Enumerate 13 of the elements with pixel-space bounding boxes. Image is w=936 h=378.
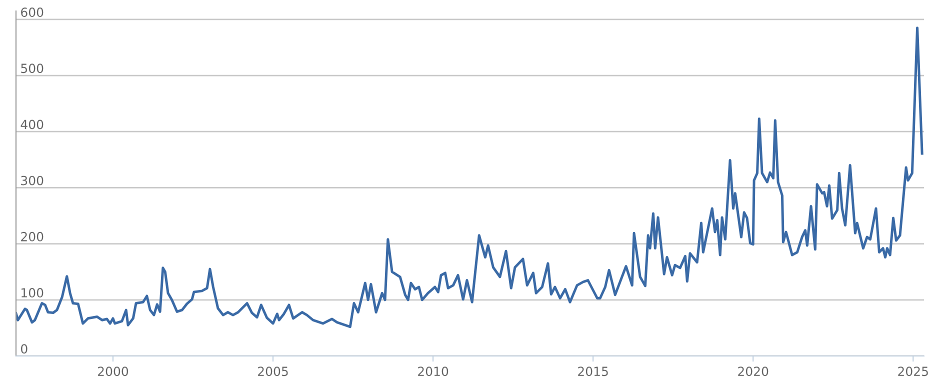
x-tick-label: 2020 bbox=[738, 366, 768, 376]
y-tick-label: 0 bbox=[20, 344, 28, 354]
x-tick-label: 2015 bbox=[578, 366, 608, 376]
y-tick-label: 500 bbox=[21, 64, 44, 74]
y-tick-label: 300 bbox=[21, 176, 44, 186]
y-tick-label: 200 bbox=[21, 232, 44, 242]
y-tick-label: 100 bbox=[22, 288, 44, 298]
x-tick-label: 2000 bbox=[98, 366, 128, 376]
y-tick-label: 600 bbox=[21, 8, 44, 17]
x-tick-label: 2010 bbox=[418, 366, 448, 376]
x-tick-label: 2005 bbox=[258, 366, 288, 376]
y-tick-label: 400 bbox=[20, 120, 44, 130]
x-tick-label: 2025 bbox=[898, 366, 928, 376]
